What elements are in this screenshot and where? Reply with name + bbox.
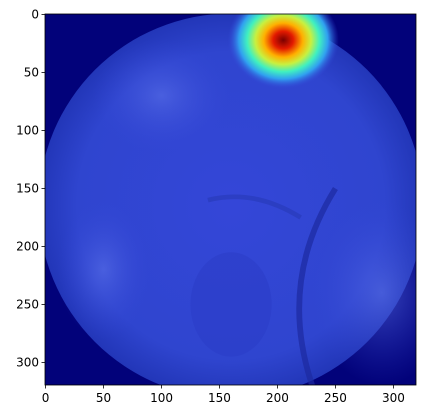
axes-frame xyxy=(44,13,417,386)
y-tick-label: 200 xyxy=(16,239,39,253)
x-tick-label: 150 xyxy=(208,391,231,405)
y-tick-label: 100 xyxy=(16,124,39,138)
x-tick-label: 300 xyxy=(382,391,405,405)
y-tick-label: 250 xyxy=(16,297,39,311)
image xyxy=(45,14,416,385)
y-tick-label: 0 xyxy=(31,8,39,22)
x-tick-label: 200 xyxy=(266,391,289,405)
x-tick-label: 0 xyxy=(42,391,50,405)
image-content xyxy=(45,14,416,385)
y-tick-label: 150 xyxy=(16,181,39,195)
x-tick-label: 250 xyxy=(324,391,347,405)
x-tick-label: 100 xyxy=(150,391,173,405)
x-tick-label: 50 xyxy=(96,391,111,405)
y-tick-label: 300 xyxy=(16,355,39,369)
y-tick-label: 50 xyxy=(24,66,39,80)
